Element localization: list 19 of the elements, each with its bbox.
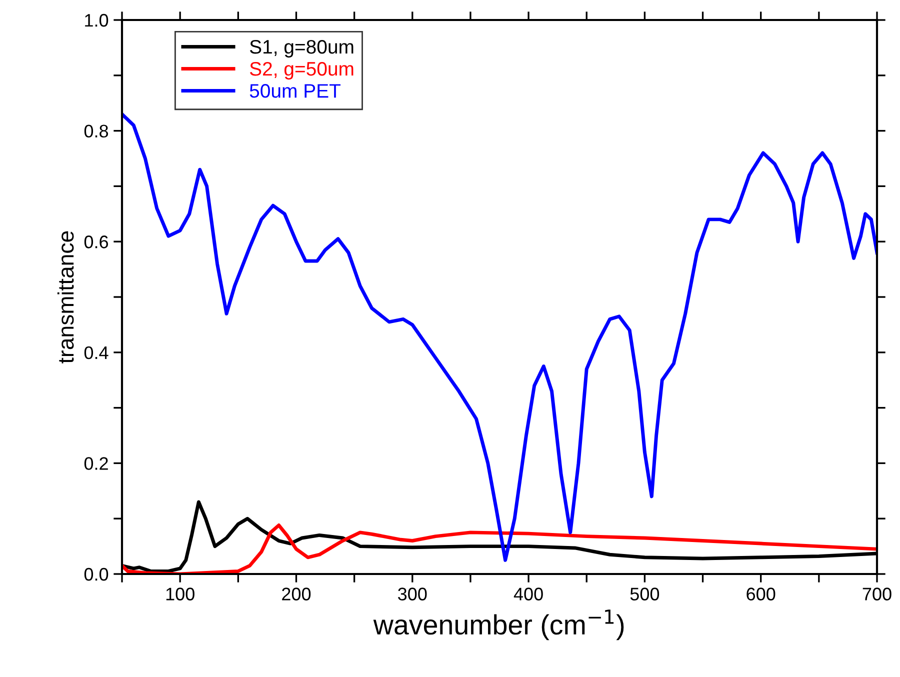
line-series — [122, 112, 877, 562]
x-tick-label: 200 — [282, 588, 311, 600]
legend-label: S2, g=50um — [250, 62, 354, 80]
x-tick-label: 400 — [514, 588, 543, 600]
legend-label: S1, g=80um — [250, 40, 354, 58]
y-tick-label: 0.0 — [84, 568, 108, 581]
y-tick-label: 1.0 — [85, 14, 108, 27]
y-tick-label: 0.4 — [84, 346, 108, 360]
y-tick-label: 0.6 — [84, 236, 108, 248]
legend-label: 50um PET — [250, 84, 340, 98]
x-axis-title: wavenumber (cm$^{−1}$) — [373, 610, 624, 640]
y-tick-label: 0.8 — [84, 124, 108, 138]
y-tick-label: 0.2 — [84, 457, 108, 470]
x-tick-label: 700 — [862, 588, 892, 600]
x-tick-label: 500 — [630, 588, 660, 600]
x-tick-label: 600 — [746, 588, 776, 600]
x-tick-label: 300 — [398, 588, 427, 600]
x-tick-label: 100 — [166, 588, 194, 600]
y-axis-title: transmittance — [57, 231, 74, 364]
